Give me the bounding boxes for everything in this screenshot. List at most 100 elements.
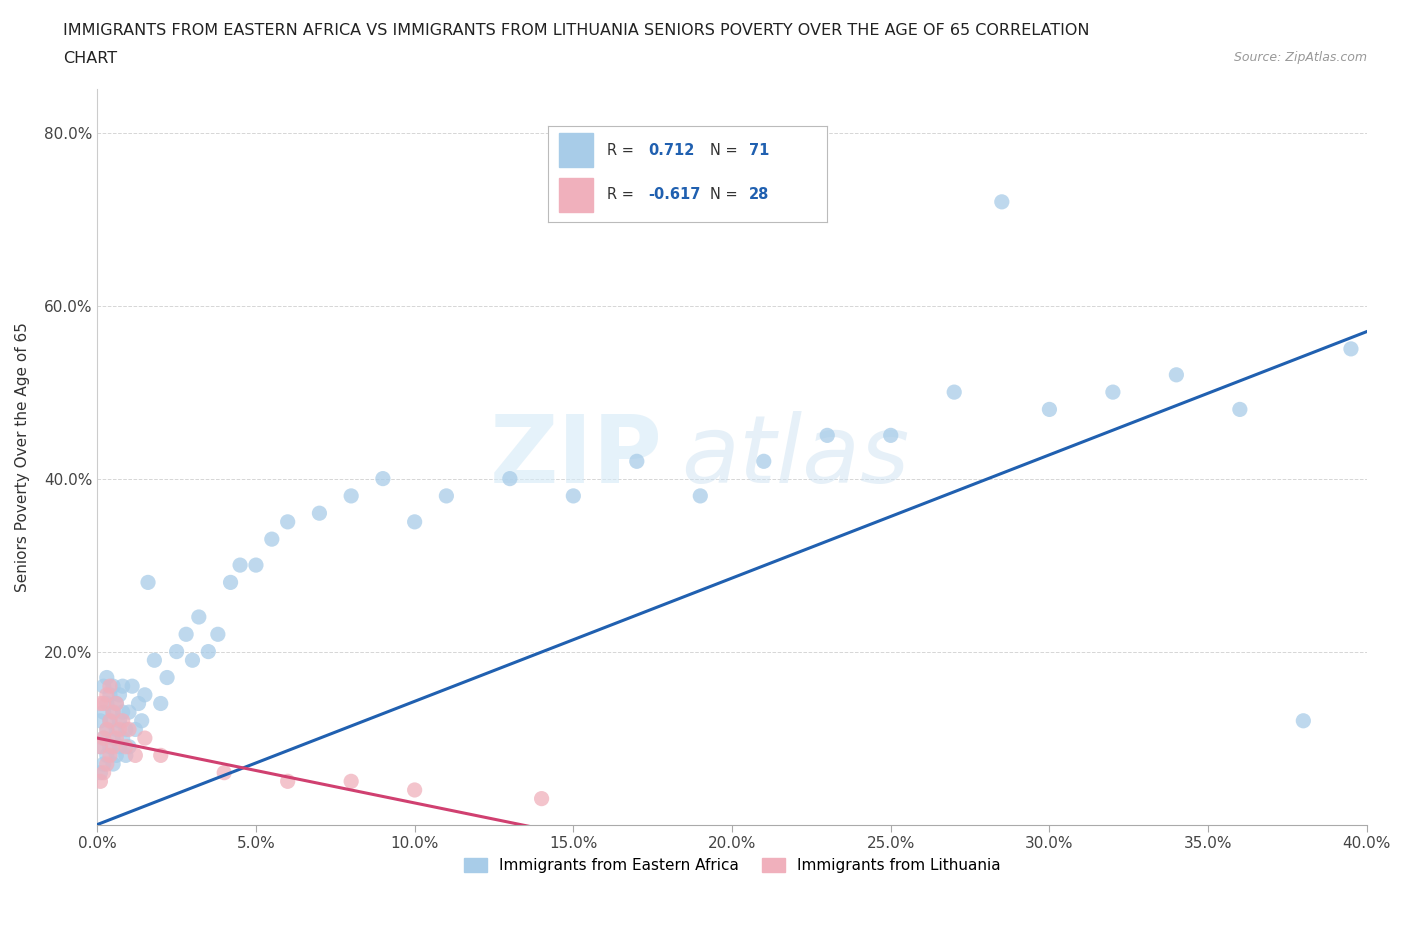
Point <box>136 575 159 590</box>
Point <box>277 514 299 529</box>
Point <box>111 731 134 746</box>
Point <box>118 705 141 720</box>
Point <box>105 722 128 737</box>
Point <box>277 774 299 789</box>
Point <box>89 713 111 728</box>
Point <box>101 757 124 772</box>
Point <box>991 194 1014 209</box>
Point <box>245 558 267 573</box>
Text: IMMIGRANTS FROM EASTERN AFRICA VS IMMIGRANTS FROM LITHUANIA SENIORS POVERTY OVER: IMMIGRANTS FROM EASTERN AFRICA VS IMMIGR… <box>63 23 1090 38</box>
Point <box>98 748 121 763</box>
Point <box>108 722 131 737</box>
Point <box>101 679 124 694</box>
Point <box>98 713 121 728</box>
Point <box>434 488 457 503</box>
Point <box>1340 341 1362 356</box>
Point <box>93 731 115 746</box>
Point <box>118 739 141 754</box>
Point <box>98 687 121 702</box>
Point <box>143 653 166 668</box>
Text: ZIP: ZIP <box>489 411 662 503</box>
Point <box>93 757 115 772</box>
Point <box>89 696 111 711</box>
Point <box>93 765 115 780</box>
Point <box>156 671 179 685</box>
Point <box>105 696 128 711</box>
Point <box>96 696 118 711</box>
Text: atlas: atlas <box>682 411 910 502</box>
Point <box>124 722 146 737</box>
Point <box>134 687 156 702</box>
Point <box>89 739 111 754</box>
Point <box>1229 402 1251 417</box>
Point <box>96 722 118 737</box>
Point <box>114 722 136 737</box>
Point <box>93 679 115 694</box>
Point <box>101 705 124 720</box>
Point <box>114 739 136 754</box>
Point <box>260 532 283 547</box>
Point <box>752 454 775 469</box>
Point <box>108 687 131 702</box>
Point <box>89 739 111 754</box>
Point <box>212 765 235 780</box>
Point <box>108 713 131 728</box>
Point <box>105 748 128 763</box>
Point <box>308 506 330 521</box>
Point <box>98 739 121 754</box>
Point <box>1292 713 1315 728</box>
Point <box>101 739 124 754</box>
Point <box>105 696 128 711</box>
Y-axis label: Seniors Poverty Over the Age of 65: Seniors Poverty Over the Age of 65 <box>15 322 30 591</box>
Point <box>111 705 134 720</box>
Point <box>105 731 128 746</box>
Point <box>98 713 121 728</box>
Point <box>96 757 118 772</box>
Point <box>187 609 209 624</box>
Point <box>166 644 188 659</box>
Point <box>1166 367 1188 382</box>
Point <box>149 748 172 763</box>
Legend: Immigrants from Eastern Africa, Immigrants from Lithuania: Immigrants from Eastern Africa, Immigran… <box>457 852 1007 880</box>
Point <box>371 472 394 486</box>
Point <box>530 791 553 806</box>
Point <box>96 722 118 737</box>
Text: CHART: CHART <box>63 51 117 66</box>
Point <box>121 679 143 694</box>
Point <box>181 653 204 668</box>
Point <box>93 731 115 746</box>
Point <box>93 705 115 720</box>
Point <box>96 748 118 763</box>
Point <box>124 748 146 763</box>
Point <box>1102 385 1125 400</box>
Point <box>499 472 522 486</box>
Point <box>815 428 838 443</box>
Point <box>219 575 242 590</box>
Point <box>118 722 141 737</box>
Point <box>128 696 150 711</box>
Point <box>89 765 111 780</box>
Point <box>174 627 197 642</box>
Point <box>207 627 229 642</box>
Point <box>404 514 426 529</box>
Point <box>98 679 121 694</box>
Point <box>562 488 585 503</box>
Point <box>197 644 219 659</box>
Point <box>101 731 124 746</box>
Point <box>111 713 134 728</box>
Point <box>134 731 156 746</box>
Point <box>626 454 648 469</box>
Point <box>89 774 111 789</box>
Point <box>114 748 136 763</box>
Point <box>340 488 363 503</box>
Point <box>404 782 426 797</box>
Point <box>340 774 363 789</box>
Point <box>149 696 172 711</box>
Point <box>880 428 903 443</box>
Point <box>96 671 118 685</box>
Point <box>1038 402 1060 417</box>
Point <box>93 696 115 711</box>
Point <box>131 713 153 728</box>
Point <box>943 385 966 400</box>
Point <box>111 679 134 694</box>
